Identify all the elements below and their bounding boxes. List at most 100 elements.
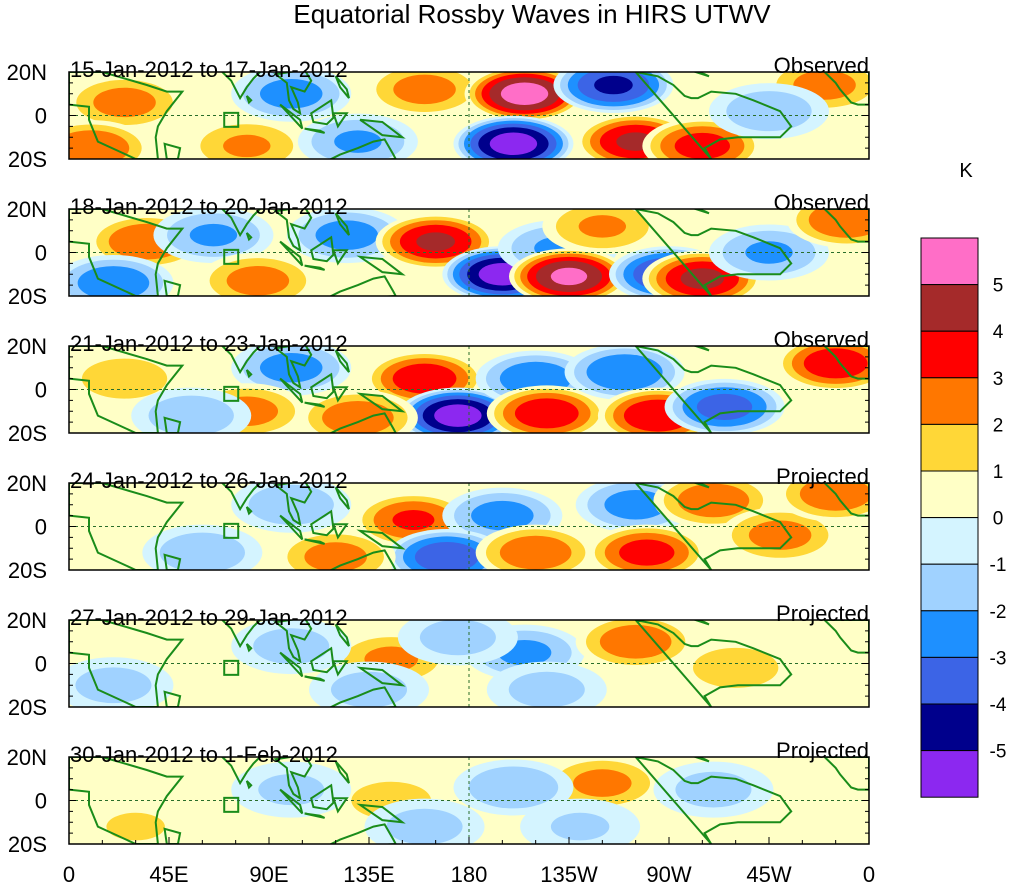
coastline — [634, 72, 793, 159]
contour-level — [386, 808, 463, 844]
map-panel-1: 20N 0 20S 15-Jan-2012 to 17-Jan-2012 Observe… — [7, 53, 870, 172]
lat-tick-label: 20S — [8, 421, 47, 446]
contour-level — [248, 484, 334, 525]
coastline — [310, 372, 335, 400]
contour-level — [514, 398, 579, 429]
lon-tick-label: 0 — [863, 862, 875, 887]
coastline — [273, 483, 313, 527]
lat-tick-label: 0 — [35, 789, 47, 814]
anomaly-blob — [486, 385, 607, 433]
anomaly-blob — [575, 620, 696, 670]
lat-tick-label: 20S — [8, 558, 47, 583]
legend-swatch — [920, 330, 979, 379]
coastline — [356, 666, 406, 687]
coastline — [304, 264, 326, 271]
lat-tick-label: 20S — [8, 147, 47, 172]
coastline — [334, 486, 350, 510]
lon-tick-label: 90W — [646, 862, 691, 887]
contour-level — [550, 812, 610, 841]
coastline — [304, 127, 326, 134]
coastline — [69, 72, 185, 159]
coastline — [331, 797, 349, 814]
legend-level-label: 4 — [993, 322, 1004, 343]
coastline — [331, 523, 349, 540]
coastline — [823, 209, 869, 243]
coastline — [304, 675, 326, 682]
coastline — [69, 346, 185, 433]
legend-swatch — [920, 237, 979, 286]
contour-level — [803, 348, 868, 379]
coastline — [245, 780, 253, 790]
anomaly-blob — [297, 389, 418, 433]
coastline — [334, 760, 350, 784]
contour-level — [416, 232, 456, 251]
contour-level — [393, 74, 456, 105]
panel-status: Projected — [776, 464, 869, 489]
contour-level — [69, 130, 130, 159]
legend-units-label: K — [959, 160, 973, 182]
contour-level — [468, 766, 559, 809]
anomaly-blob — [464, 72, 585, 122]
anomaly-blob — [364, 72, 485, 118]
anomaly-blob — [542, 209, 663, 255]
contour-level — [81, 358, 168, 399]
map-panel-4: 20N 0 20S 24-Jan-2012 to 26-Jan-2012 Project… — [7, 464, 870, 583]
contour-level — [594, 75, 633, 95]
coastline — [220, 757, 262, 786]
contour-level — [471, 500, 534, 531]
lat-tick-label: 20S — [8, 832, 47, 857]
contour-level — [748, 520, 812, 550]
panel-status: Observed — [774, 327, 869, 352]
coastline — [356, 529, 406, 550]
contour-level — [499, 535, 572, 570]
anomaly-blob — [69, 657, 174, 707]
coastline — [163, 827, 182, 844]
anomaly-blob — [231, 346, 352, 396]
coastline — [220, 483, 262, 512]
anomaly-blob — [520, 798, 641, 844]
anomaly-blob — [453, 759, 574, 816]
anomaly-blob — [664, 378, 785, 433]
anomaly-blob — [397, 387, 518, 433]
contour-level — [106, 812, 165, 841]
coastline — [692, 346, 710, 352]
contour-level — [586, 354, 663, 390]
contour-level — [75, 667, 152, 704]
anomaly-blob — [709, 83, 829, 140]
legend-swatch — [920, 563, 979, 612]
coastline — [245, 369, 253, 379]
contour-level — [392, 363, 457, 394]
contour-level — [696, 393, 753, 420]
anomaly-blob — [69, 350, 185, 407]
longitude-axis: 0 45E 90E 135E 180 135W 90W 45W 0 — [63, 837, 875, 887]
panel-status: Observed — [774, 190, 869, 215]
lat-tick-label: 20N — [7, 471, 47, 496]
coastline — [304, 812, 326, 819]
anomaly-blob — [142, 524, 263, 570]
anomaly-blob — [586, 524, 707, 570]
legend-level-label: -4 — [990, 695, 1007, 716]
coastline — [331, 660, 349, 677]
lat-tick-label: 20S — [8, 284, 47, 309]
lon-tick-label: 45E — [149, 862, 188, 887]
contour-level — [414, 541, 479, 570]
coastline — [310, 509, 335, 537]
legend-level-label: 2 — [993, 415, 1004, 436]
lat-tick-label: 20N — [7, 608, 47, 633]
anomaly-blob — [364, 798, 485, 844]
contour-level — [253, 628, 330, 664]
coastline — [220, 620, 262, 649]
coastlines — [69, 72, 869, 159]
anomaly-blob — [542, 757, 663, 812]
coastline — [279, 240, 304, 267]
coastline — [823, 483, 869, 517]
map-panel-5: 20N 0 20S 27-Jan-2012 to 29-Jan-2012 Project… — [7, 601, 870, 720]
region-box — [223, 385, 240, 402]
coastline — [634, 620, 793, 707]
legend-swatch — [920, 423, 979, 472]
contour-level — [508, 671, 585, 707]
coastline — [692, 72, 710, 78]
coastline — [356, 255, 406, 276]
legend-swatch — [920, 284, 979, 332]
